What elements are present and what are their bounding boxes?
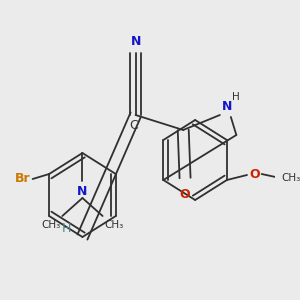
Text: H: H — [61, 223, 70, 236]
Text: Br: Br — [15, 172, 31, 185]
Text: CH₃: CH₃ — [104, 220, 124, 230]
Text: O: O — [250, 169, 260, 182]
Text: CH₃: CH₃ — [41, 220, 61, 230]
Text: CH₃: CH₃ — [282, 173, 300, 183]
Text: C: C — [129, 119, 138, 132]
Text: O: O — [180, 188, 190, 201]
Text: N: N — [77, 185, 88, 198]
Text: H: H — [232, 92, 239, 102]
Text: N: N — [130, 35, 141, 48]
Text: N: N — [222, 100, 232, 113]
